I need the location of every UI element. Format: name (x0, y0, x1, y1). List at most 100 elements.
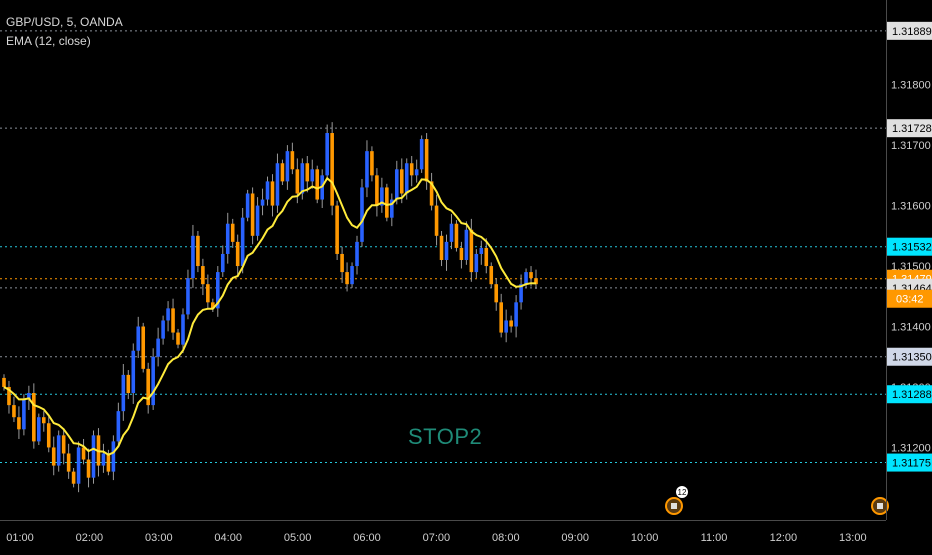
candle-down (439, 235, 444, 260)
candle-up (310, 169, 315, 182)
candle-down (469, 229, 474, 273)
candle-up (380, 187, 384, 206)
candle-up (514, 302, 518, 327)
time-tick-label: 12:00 (770, 532, 798, 544)
candle-up (285, 151, 290, 182)
candle-up (414, 169, 419, 176)
candle-up (265, 181, 270, 200)
price-badge-label: 1.31728 (892, 123, 932, 135)
candle-down (41, 417, 46, 424)
candle-up (474, 253, 479, 273)
candle-up (325, 133, 329, 176)
candle-up (76, 447, 81, 484)
candle-down (250, 193, 255, 236)
candle-up (191, 235, 195, 279)
time-tick-label: 08:00 (492, 532, 520, 544)
time-tick-label: 13:00 (839, 532, 867, 544)
candle-down (176, 332, 180, 345)
candle-up (161, 320, 165, 339)
candle-up (300, 163, 305, 194)
event-count-badge (676, 486, 688, 498)
price-badge (887, 453, 932, 472)
candle-down (2, 377, 6, 387)
candle-up (404, 163, 409, 194)
candle-up (519, 284, 523, 303)
candle-up (91, 435, 96, 478)
countdown-label: 03:42 (896, 294, 924, 306)
candle-down (61, 435, 66, 454)
candle-down (375, 175, 379, 206)
candle-down (12, 405, 16, 418)
candle-up (464, 229, 469, 260)
candle-down (340, 253, 344, 273)
price-tick-label: 1.31700 (891, 140, 931, 152)
price-badge (887, 385, 932, 404)
candle-down (7, 386, 11, 406)
candle-up (215, 272, 220, 309)
indicator-label[interactable]: EMA (12, close) (6, 34, 91, 48)
candle-down (484, 247, 489, 267)
time-tick-label: 04:00 (214, 532, 242, 544)
candle-down (146, 368, 150, 406)
candle-down (201, 266, 205, 285)
candle-up (111, 441, 116, 472)
candle-up (22, 399, 26, 430)
candle-down (335, 205, 339, 254)
candle-down (51, 447, 56, 466)
candle-up (245, 193, 250, 218)
price-badge-label: 1.31532 (892, 242, 932, 254)
candle-up (101, 453, 106, 466)
candle-up (131, 350, 136, 394)
candle-up (504, 320, 508, 333)
candle-down (290, 151, 295, 170)
candle-down (305, 163, 310, 182)
time-tick-label: 06:00 (353, 532, 381, 544)
price-badge-label: 1.31350 (892, 352, 932, 364)
countdown-badge (887, 289, 932, 308)
candle-up (260, 199, 265, 206)
candle-up (419, 139, 424, 170)
candle-up (181, 314, 185, 345)
price-badge-label: 1.31288 (892, 389, 932, 401)
candle-up (56, 435, 61, 466)
candle-up (121, 374, 126, 412)
candle-down (211, 302, 215, 309)
symbol-label[interactable]: GBP/USD, 5, OANDA (6, 15, 123, 29)
candle-down (106, 453, 111, 472)
candle-up (116, 411, 121, 442)
candle-down (206, 284, 210, 303)
candle-up (390, 199, 394, 218)
price-badge-label: 1.31889 (892, 26, 932, 38)
candle-up (136, 326, 141, 351)
price-axis-divider (886, 0, 887, 520)
candle-down (66, 453, 71, 472)
candle-down (385, 187, 389, 218)
candle-down (46, 423, 51, 448)
candle-down (330, 133, 334, 206)
candle-up (449, 223, 454, 242)
candle-up (186, 278, 190, 315)
event-count-label: 12 (678, 488, 687, 497)
candle-up (255, 205, 260, 236)
candle-down (494, 284, 499, 303)
candle-down (345, 272, 349, 285)
event-marker-icon (671, 503, 677, 509)
time-axis-divider (0, 520, 886, 521)
candle-up (524, 272, 528, 285)
candle-up (350, 266, 354, 285)
time-tick-label: 03:00 (145, 532, 173, 544)
candle-up (479, 247, 484, 254)
time-tick-label: 09:00 (561, 532, 589, 544)
stop-annotation[interactable]: STOP2 (408, 424, 483, 449)
candle-down (489, 266, 494, 285)
price-tick-label: 1.31400 (891, 322, 931, 334)
time-tick-label: 05:00 (284, 532, 312, 544)
candle-down (454, 223, 459, 248)
candle-up (394, 169, 399, 200)
chart-legend: GBP/USD, 5, OANDA EMA (12, close) (6, 13, 123, 51)
price-badge (887, 21, 932, 40)
candle-down (399, 169, 404, 194)
